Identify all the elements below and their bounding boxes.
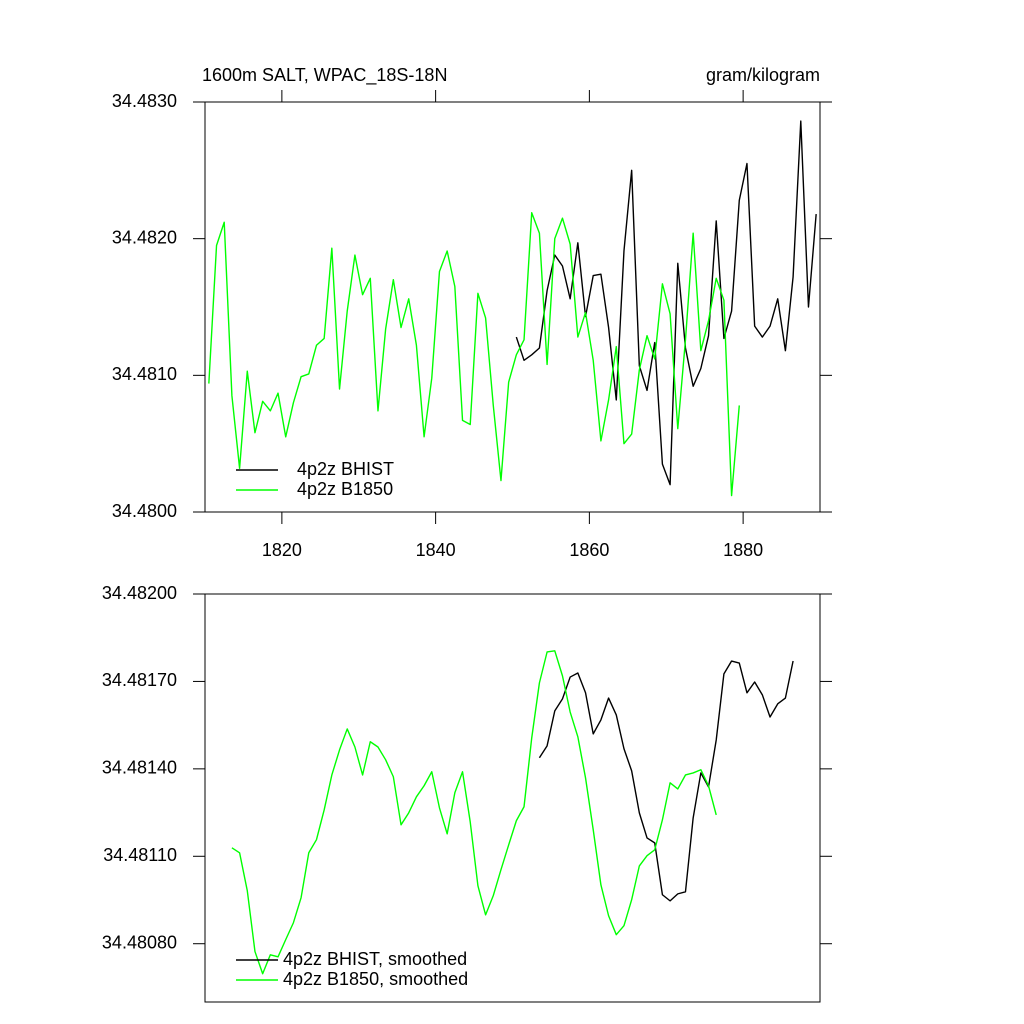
series-line bbox=[515, 120, 817, 486]
x-tick-label: 1840 bbox=[416, 540, 456, 560]
plot-frame bbox=[204, 101, 821, 513]
series-line bbox=[231, 650, 717, 975]
legend-label: 4p2z B1850 bbox=[297, 479, 393, 499]
x-tick-label: 1880 bbox=[723, 540, 763, 560]
y-tick-label: 34.48170 bbox=[102, 670, 177, 690]
legend-label: 4p2z BHIST, smoothed bbox=[283, 949, 467, 969]
plot-frame bbox=[204, 593, 821, 1003]
chart-title: 1600m SALT, WPAC_18S-18N bbox=[202, 65, 447, 86]
x-tick-label: 1860 bbox=[569, 540, 609, 560]
y-tick-label: 34.48200 bbox=[102, 583, 177, 603]
y-tick-label: 34.48110 bbox=[103, 845, 177, 865]
y-tick-label: 34.4800 bbox=[112, 501, 177, 521]
units-label: gram/kilogram bbox=[706, 65, 820, 85]
y-tick-label: 34.48080 bbox=[102, 932, 177, 952]
series-line bbox=[538, 660, 794, 902]
y-tick-label: 34.4810 bbox=[112, 364, 177, 384]
legend-label: 4p2z B1850, smoothed bbox=[283, 969, 468, 989]
legend-label: 4p2z BHIST bbox=[297, 459, 394, 479]
y-tick-label: 34.4820 bbox=[112, 227, 177, 247]
series-line bbox=[208, 212, 740, 497]
y-tick-label: 34.48140 bbox=[102, 758, 177, 778]
x-tick-label: 1820 bbox=[262, 540, 302, 560]
y-tick-label: 34.4830 bbox=[112, 91, 177, 111]
